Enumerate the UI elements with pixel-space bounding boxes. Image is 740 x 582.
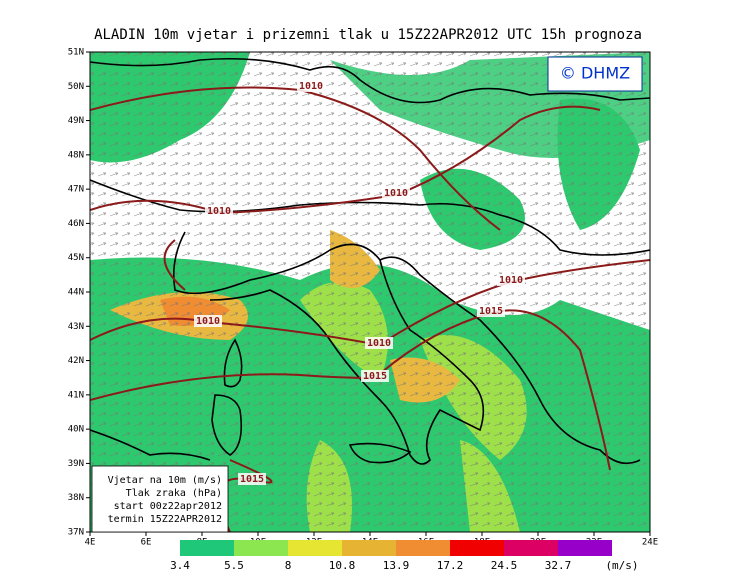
colorbar-unit: (m/s): [605, 559, 638, 572]
lat-label: 51N: [68, 48, 84, 58]
colorbar-label: 10.8: [329, 559, 356, 572]
lat-label: 42N: [68, 356, 84, 366]
lat-label: 44N: [68, 288, 84, 298]
contour-label-bg: [382, 187, 410, 199]
colorbar-swatch: [396, 540, 450, 556]
contour-label-bg: [194, 315, 222, 327]
colorbar-label: 3.4: [170, 559, 190, 572]
colorbar-swatch: [450, 540, 504, 556]
colorbar-swatch: [180, 540, 234, 556]
lat-label: 39N: [68, 459, 84, 469]
lat-label: 49N: [68, 116, 84, 126]
colorbar-swatch: [342, 540, 396, 556]
logo-box: [547, 56, 643, 92]
contour-label-bg: [205, 205, 233, 217]
lon-label: 6E: [141, 538, 152, 548]
lat-label: 50N: [68, 82, 84, 92]
contour-label-bg: [365, 337, 393, 349]
title: ALADIN 10m vjetar i prizemni tlak u 15Z2…: [94, 27, 642, 43]
colorbar-swatch: [234, 540, 288, 556]
legend-line: termin 15Z22APR2012: [108, 514, 222, 525]
legend-line: Tlak zraka (hPa): [126, 488, 222, 499]
colorbar-label: 24.5: [491, 559, 518, 572]
contour-label: 1010: [367, 338, 391, 349]
contour-label-bg: [497, 274, 525, 286]
lon-label: 4E: [85, 538, 96, 548]
contour-label: 1010: [499, 275, 523, 286]
contour-label: 1015: [240, 474, 264, 485]
colorbar-label: 5.5: [224, 559, 244, 572]
contour-label-bg: [238, 473, 266, 485]
legend-line: Vjetar na 10m (m/s): [108, 475, 222, 486]
lat-label: 43N: [68, 322, 84, 332]
contour-label: 1015: [479, 306, 503, 317]
contour-label: 1010: [207, 206, 231, 217]
contour-label: 1010: [299, 81, 323, 92]
contour-label: 1010: [384, 188, 408, 199]
colorbar-label: 17.2: [437, 559, 464, 572]
colorbar-label: 32.7: [545, 559, 572, 572]
colorbar-label: 8: [285, 559, 292, 572]
contour-label-bg: [297, 80, 325, 92]
lon-label: 24E: [642, 538, 658, 548]
legend-line: start 00z22apr2012: [114, 501, 222, 512]
contour-label: 1015: [363, 371, 387, 382]
colorbar-label: 13.9: [383, 559, 410, 572]
lat-label: 45N: [68, 253, 84, 263]
lat-label: 46N: [68, 219, 84, 229]
lat-label: 37N: [68, 528, 84, 538]
colorbar-swatch: [558, 540, 612, 556]
lat-label: 40N: [68, 425, 84, 435]
legend-box: [91, 465, 229, 533]
logo: © DHMZ: [560, 64, 630, 83]
lat-label: 47N: [68, 185, 84, 195]
map-area: 1010 1010 1010 1010 1010 1010 1015 1015 1015: [90, 52, 650, 532]
lat-label: 41N: [68, 390, 84, 400]
lat-label: 38N: [68, 493, 84, 503]
contour-label: 1010: [196, 316, 220, 327]
contour-label-bg: [477, 305, 505, 317]
lat-label: 48N: [68, 150, 84, 160]
colorbar-swatch: [288, 540, 342, 556]
colorbar-swatch: [504, 540, 558, 556]
contour-label-bg: [361, 370, 389, 382]
